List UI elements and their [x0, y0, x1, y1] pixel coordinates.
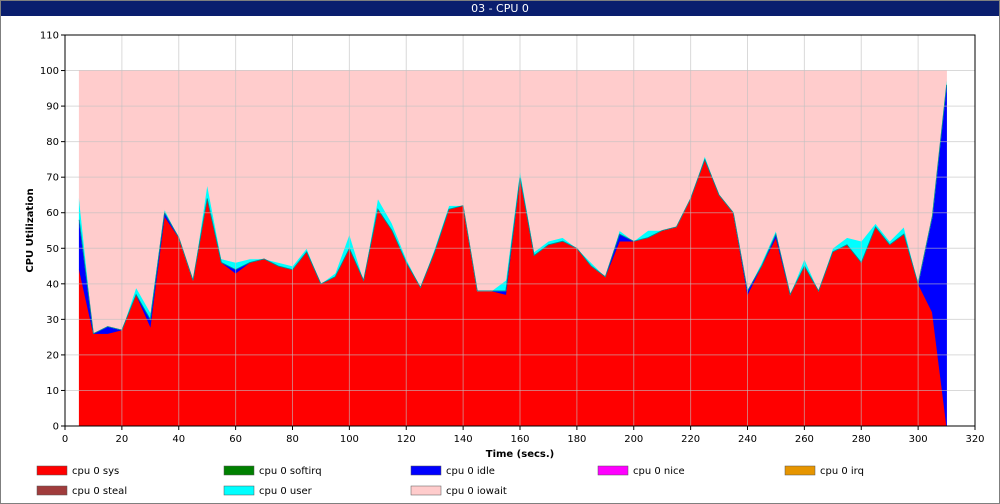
y-tick-label: 90 [46, 102, 59, 113]
legend-swatch [597, 465, 629, 476]
x-tick-label: 200 [624, 434, 643, 445]
x-tick-label: 240 [738, 434, 757, 445]
x-tick-label: 300 [909, 434, 928, 445]
x-tick-label: 20 [116, 434, 129, 445]
legend-label: cpu 0 softirq [259, 466, 322, 477]
x-tick-label: 260 [795, 434, 814, 445]
legend-swatch [223, 465, 255, 476]
y-tick-label: 60 [46, 208, 59, 219]
legend-swatch [410, 465, 442, 476]
y-tick-label: 10 [46, 386, 59, 397]
y-tick-label: 100 [40, 66, 59, 77]
window-title: 03 - CPU 0 [1, 1, 999, 16]
x-tick-label: 120 [397, 434, 416, 445]
legend-swatch [36, 485, 68, 496]
legend-label: cpu 0 sys [72, 466, 119, 477]
legend-label: cpu 0 steal [72, 486, 127, 497]
legend-swatch [36, 465, 68, 476]
y-tick-label: 30 [46, 315, 59, 326]
x-tick-label: 220 [681, 434, 700, 445]
y-tick-label: 20 [46, 350, 59, 361]
legend-label: cpu 0 user [259, 486, 313, 497]
grid-lines [65, 35, 975, 426]
y-tick-label: 70 [46, 173, 59, 184]
y-tick-label: 40 [46, 279, 59, 290]
x-tick-label: 80 [286, 434, 299, 445]
y-tick-label: 0 [53, 422, 59, 433]
x-axis-label: Time (secs.) [486, 449, 555, 460]
y-tick-label: 80 [46, 137, 59, 148]
x-tick-label: 160 [510, 434, 529, 445]
series-areas [78, 70, 947, 427]
legend-label: cpu 0 iowait [446, 486, 507, 497]
legend-label: cpu 0 nice [633, 466, 685, 477]
y-axis-label: CPU Utilization [25, 188, 36, 272]
y-tick-label: 110 [40, 31, 59, 42]
legend-label: cpu 0 idle [446, 466, 495, 477]
x-tick-label: 280 [852, 434, 871, 445]
legend-swatch [410, 485, 442, 496]
legend-swatch [223, 485, 255, 496]
sys-user-boundary-line [78, 84, 947, 335]
x-tick-label: 40 [172, 434, 185, 445]
x-tick-label: 100 [340, 434, 359, 445]
x-tick-label: 0 [62, 434, 68, 445]
legend-label: cpu 0 irq [820, 466, 864, 477]
x-tick-label: 140 [454, 434, 473, 445]
legend-swatch [784, 465, 816, 476]
x-tick-label: 60 [229, 434, 242, 445]
axis-ticks: 0 20 40 60 80 100 120 140 160 180 200 220 240 260 280 3… [40, 31, 985, 446]
x-tick-label: 180 [567, 434, 586, 445]
legend: cpu 0 sys cpu 0 softirq cpu 0 idle cpu 0 ni… [36, 465, 864, 497]
y-tick-label: 50 [46, 244, 59, 255]
x-tick-label: 320 [965, 434, 984, 445]
